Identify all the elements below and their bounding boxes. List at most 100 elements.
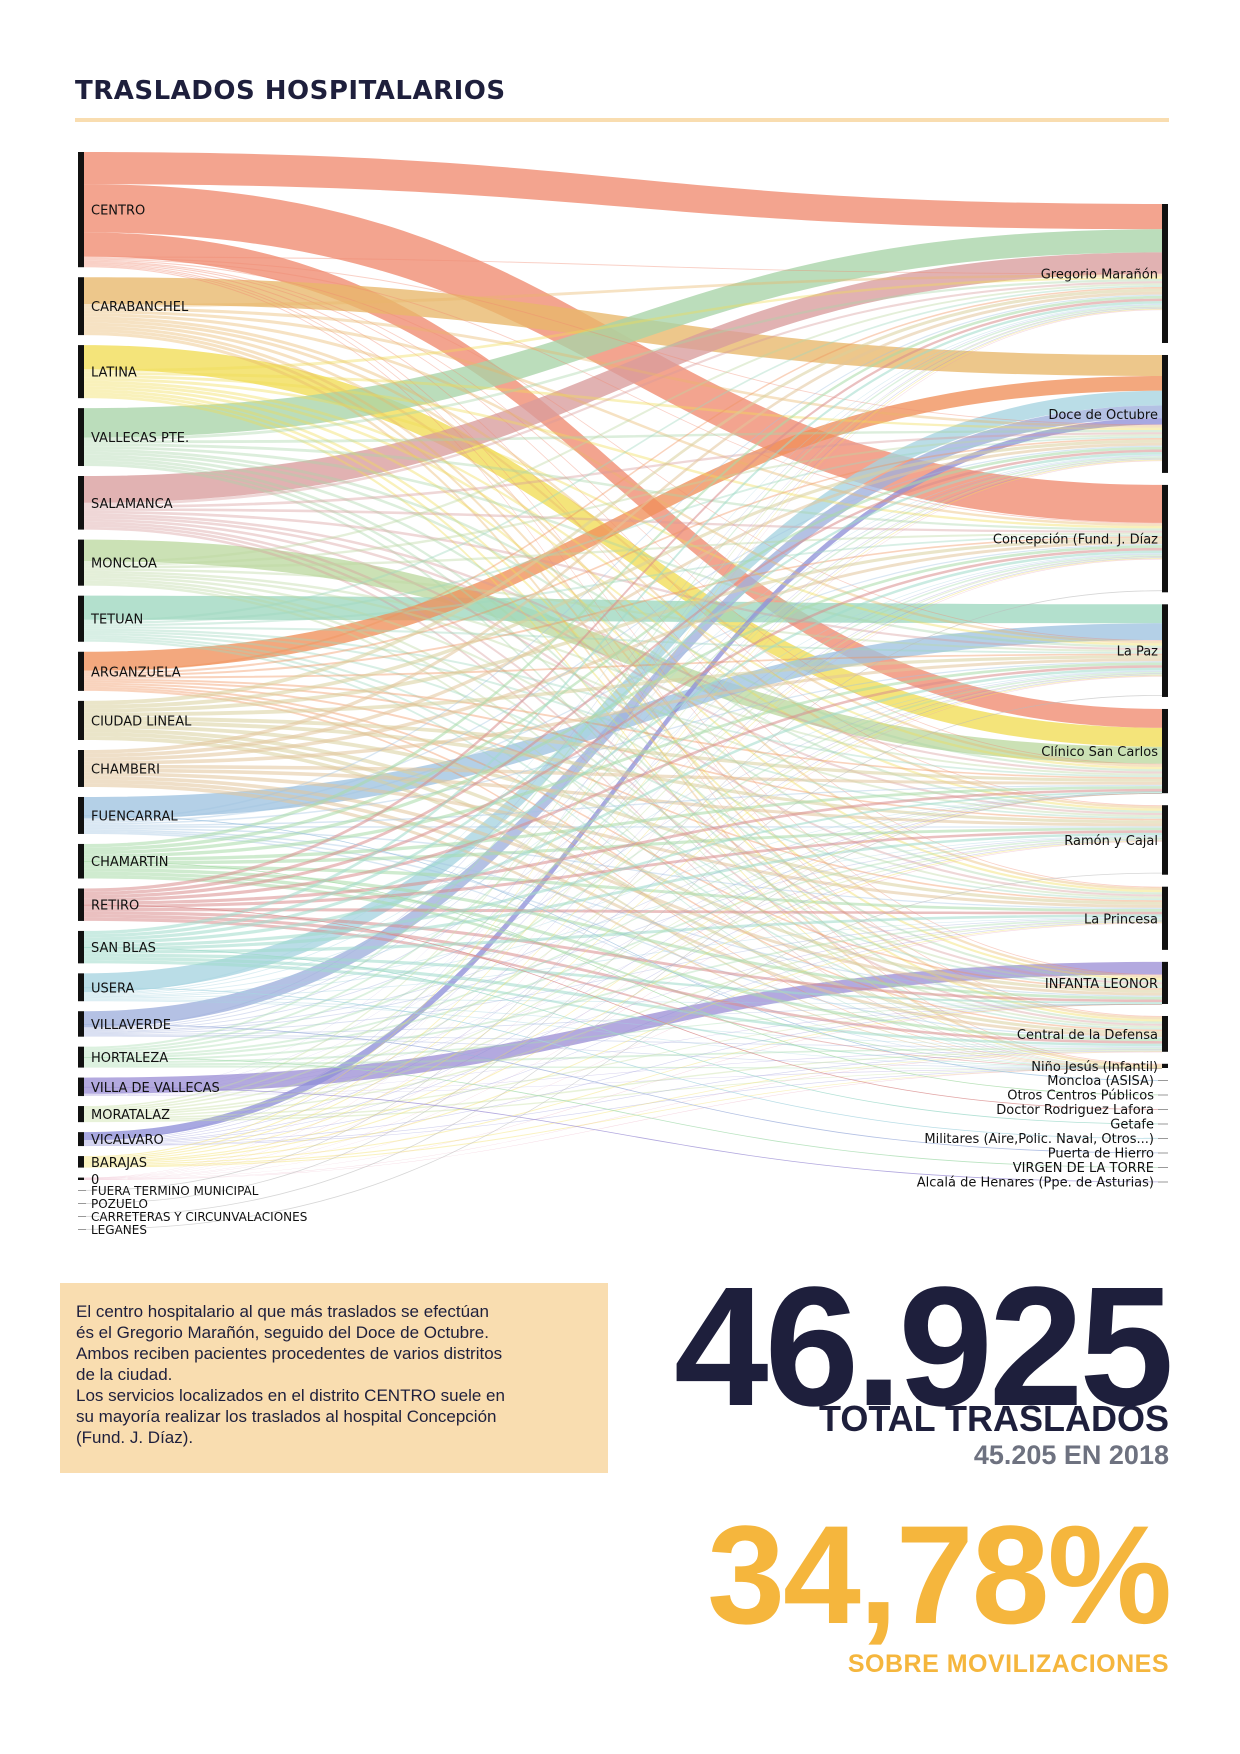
flow-band — [84, 374, 1162, 529]
source-node-bar — [78, 651, 84, 691]
flow-band — [84, 793, 1162, 1162]
flow-band — [84, 720, 1162, 824]
flow-band — [84, 655, 1162, 717]
source-node-bar — [78, 539, 84, 586]
source-node-bar — [78, 843, 84, 879]
flow-band — [84, 184, 1162, 523]
flow-band — [84, 921, 1162, 1165]
flow-band — [84, 372, 1162, 431]
flow-band — [84, 904, 1162, 1110]
flow-band — [84, 432, 1162, 509]
target-label: VIRGEN DE LA TORRE — [1013, 1161, 1154, 1176]
flow-band — [84, 956, 1162, 1047]
flow-band — [84, 1049, 1162, 1096]
source-label: ARGANZUELA — [91, 665, 181, 680]
flow-band — [84, 947, 1162, 1125]
source-node-bar — [78, 700, 84, 741]
flow-band — [84, 383, 1162, 811]
flow-band — [84, 285, 1162, 622]
source-label: HORTALEZA — [91, 1051, 168, 1066]
flow-band — [84, 835, 1162, 998]
percent-label: SOBRE MOVILIZACIONES — [847, 1650, 1169, 1678]
target-label: Concepción (Fund. J. Díaz — [993, 533, 1158, 548]
source-node-bar — [78, 930, 84, 964]
flow-band — [84, 916, 1162, 999]
flow-band — [84, 987, 1162, 1139]
flow-band — [84, 1034, 1162, 1048]
flow-band — [84, 319, 1162, 809]
flow-band — [84, 653, 1162, 679]
flow-band — [84, 405, 1162, 1028]
source-node-bar — [78, 973, 84, 1002]
target-label: La Paz — [1117, 645, 1159, 660]
flow-band — [84, 1065, 1162, 1069]
flow-band — [84, 595, 1162, 624]
flow-band — [84, 836, 1162, 1033]
flow-band — [84, 281, 1162, 506]
page-title: TRASLADOS HOSPITALARIOS — [75, 76, 506, 106]
flow-band — [84, 395, 1162, 1068]
target-label: Doce de Octubre — [1048, 408, 1158, 423]
flow-band — [84, 575, 1162, 899]
flow-band — [84, 832, 1162, 1069]
flow-band — [84, 960, 1162, 1069]
flow-band — [84, 688, 1162, 1069]
flow-band — [84, 521, 1162, 985]
flow-band — [84, 838, 1162, 1116]
flow-band — [84, 815, 1162, 1081]
flow-band — [84, 283, 1162, 564]
flow-band — [84, 261, 1162, 807]
flow-band — [84, 832, 1162, 951]
source-label: VALLECAS PTE. — [91, 431, 189, 446]
flow-band — [84, 838, 1162, 1096]
flow-band — [84, 961, 1162, 1094]
flow-band — [84, 1003, 1162, 1166]
flow-band — [84, 864, 1162, 912]
source-label: SALAMANCA — [91, 497, 173, 512]
source-label: FUENCARRAL — [91, 809, 178, 824]
flow-band — [84, 460, 1162, 1179]
flow-band — [84, 322, 1162, 890]
flow-band — [84, 547, 1162, 899]
flow-band — [84, 232, 1162, 728]
flow-band — [84, 662, 1162, 858]
flow-band — [84, 288, 1162, 705]
source-node-bar — [78, 796, 84, 834]
target-node-bar — [1162, 354, 1168, 473]
flow-band — [84, 263, 1162, 976]
flow-band — [84, 256, 1162, 275]
flow-band — [84, 1035, 1162, 1069]
flow-band — [84, 513, 1162, 774]
flow-band — [84, 694, 1162, 1204]
target-node-bar — [1162, 604, 1168, 697]
flow-band — [84, 448, 1162, 772]
flow-band — [84, 536, 1162, 677]
total-transfers-number: 46.925 — [674, 1252, 1174, 1442]
flow-band — [84, 626, 1162, 654]
flow-band — [84, 306, 1162, 1094]
flow-band — [84, 791, 1162, 1217]
target-node-bar — [1162, 805, 1168, 875]
flow-band — [84, 310, 1162, 527]
flow-band — [84, 257, 1162, 426]
note-line: El centro hospitalario al que más trasla… — [76, 1302, 489, 1321]
flow-band — [84, 459, 1162, 1142]
note-line: Ambos reciben pacientes procedentes de v… — [76, 1344, 503, 1363]
flow-band — [84, 452, 1162, 938]
flow-band — [84, 456, 1162, 1051]
flow-band — [84, 772, 1162, 908]
flow-band — [84, 390, 1162, 993]
flow-band — [84, 568, 1162, 652]
flow-band — [84, 152, 1162, 230]
flow-band — [84, 786, 1162, 862]
flow-band — [84, 661, 1162, 825]
flow-band — [84, 998, 1162, 1005]
flow-band — [84, 554, 1162, 1053]
flow-band — [84, 386, 1162, 893]
flow-band — [84, 1086, 1162, 1183]
flow-band — [84, 457, 1162, 983]
flow-band — [84, 445, 1162, 822]
flow-band — [84, 558, 1162, 1160]
flow-band — [84, 658, 1162, 765]
flow-band — [84, 1003, 1162, 1119]
